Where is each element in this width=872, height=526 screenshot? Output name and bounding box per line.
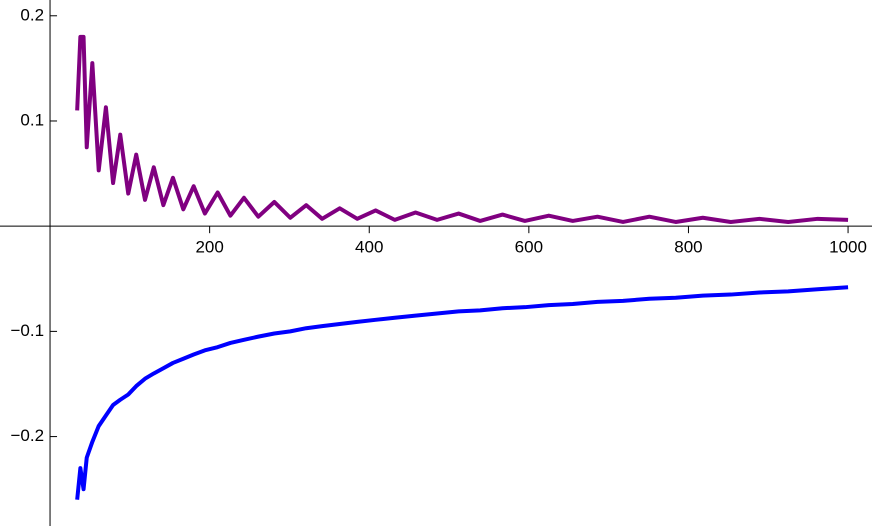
line-series [75, 285, 849, 500]
x-tick-label: 200 [195, 238, 223, 257]
y-tick-label: −0.2 [10, 426, 44, 445]
y-tick-label: 0.1 [20, 110, 44, 129]
x-tick-label: 400 [355, 238, 383, 257]
x-tick-label: 800 [674, 238, 702, 257]
x-tick-label: 600 [515, 238, 543, 257]
x-tick-label: 1000 [829, 238, 867, 257]
y-tick-label: 0.2 [20, 5, 44, 24]
y-tick-label: −0.1 [10, 321, 44, 340]
line-series [75, 34, 849, 224]
